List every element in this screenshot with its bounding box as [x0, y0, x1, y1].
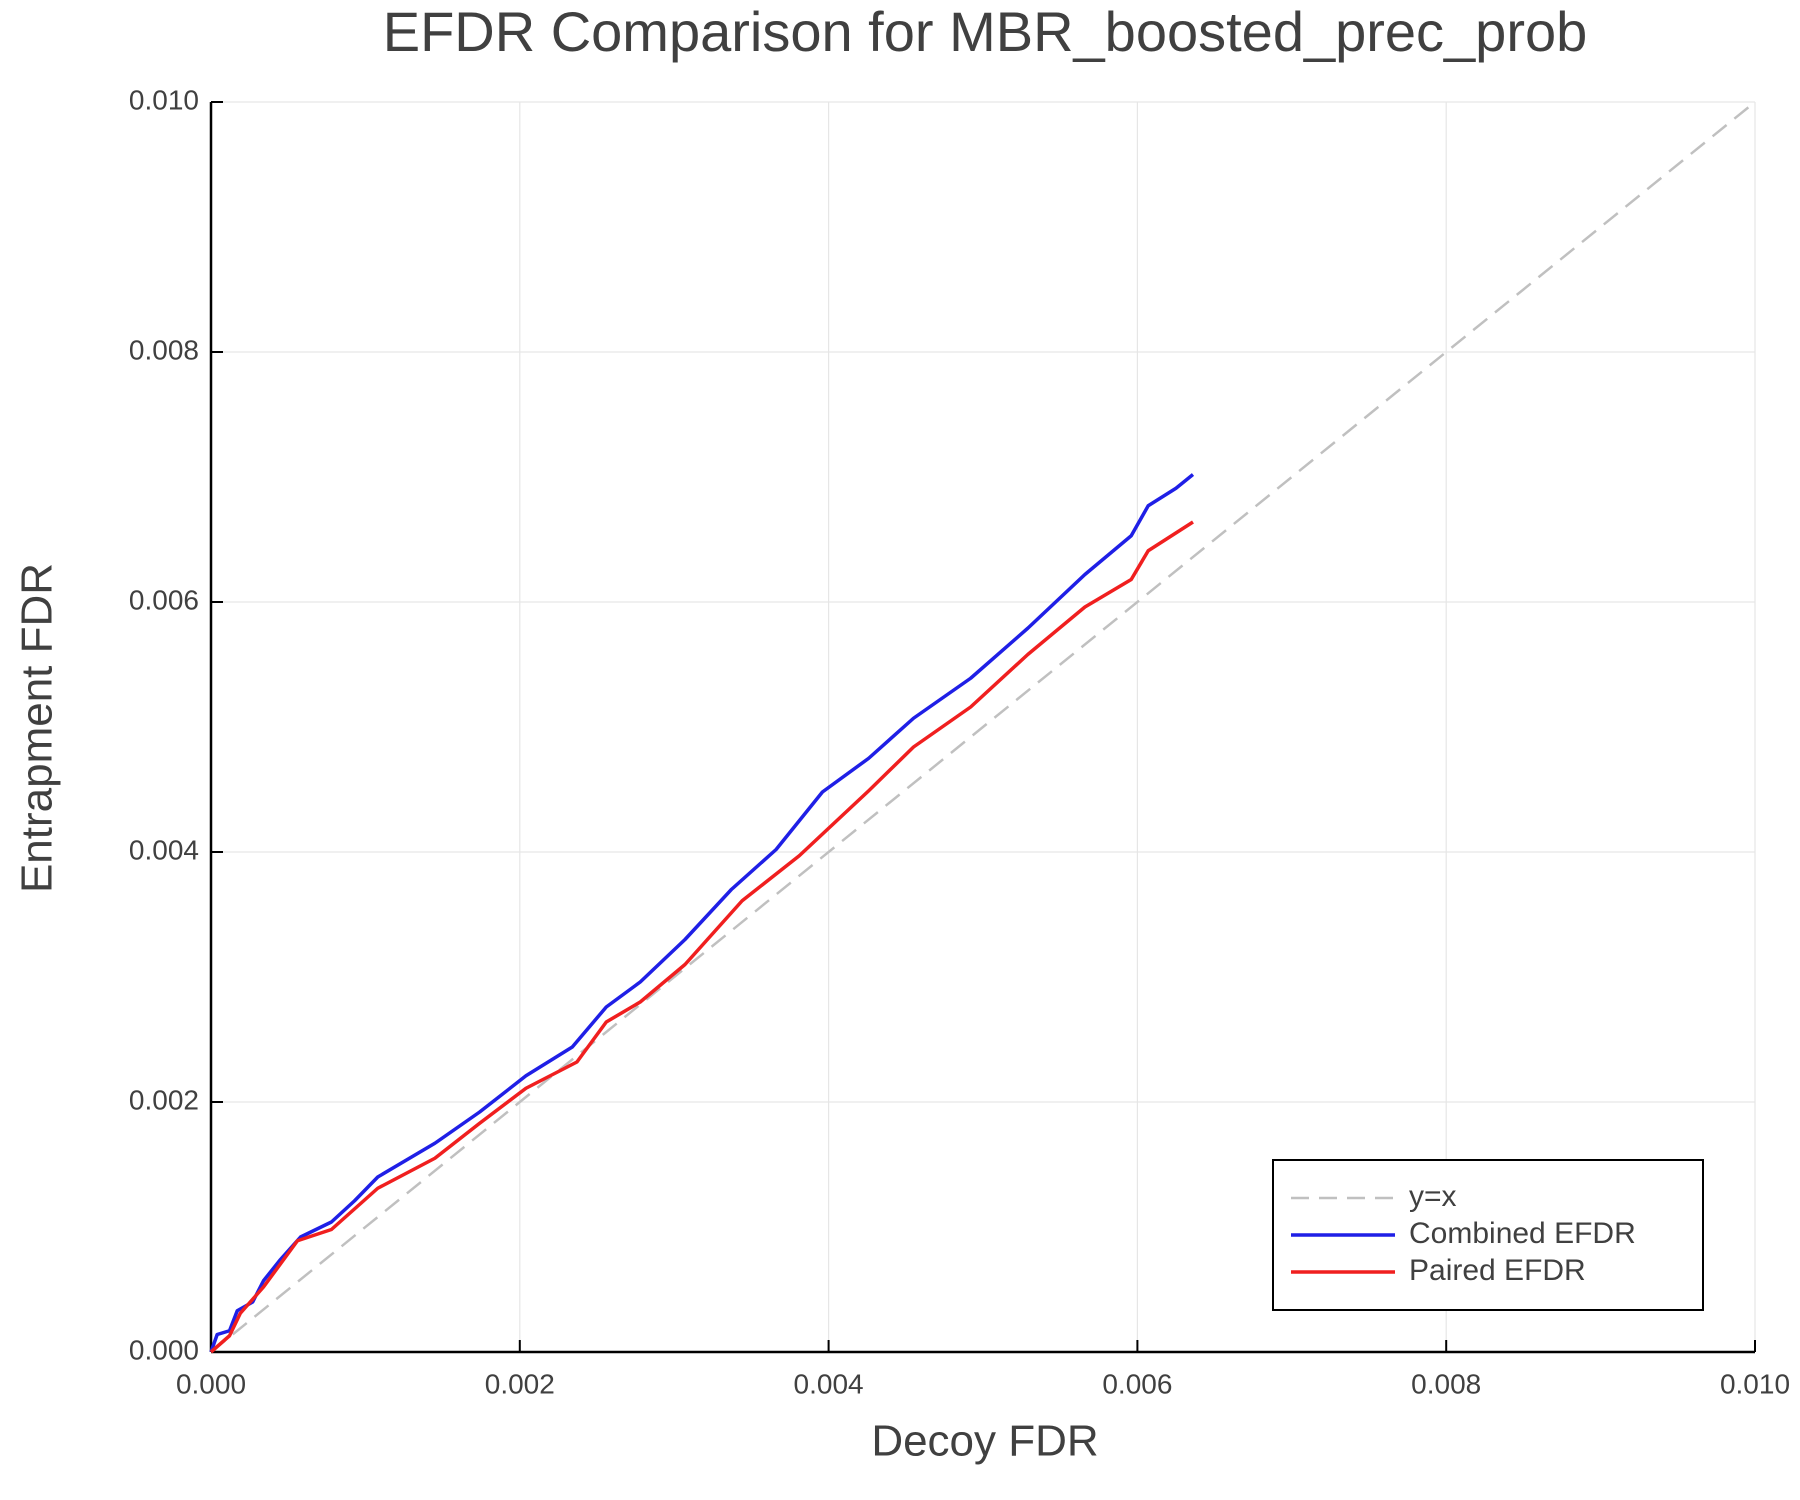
y-tick-label: 0.006: [129, 584, 199, 615]
y-tick-label: 0.002: [129, 1084, 199, 1115]
y-tick-label: 0.000: [129, 1334, 199, 1365]
line: [209, 520, 1194, 1354]
y-tick-label: 0.008: [129, 334, 199, 365]
y-axis-title: Entrapment FDR: [13, 563, 62, 893]
y-tick-label: 0.004: [129, 834, 199, 865]
x-tick-label: 0.000: [176, 1368, 246, 1399]
x-tick-label: 0.008: [1411, 1368, 1481, 1399]
x-tick-label: 0.002: [485, 1368, 555, 1399]
x-tick-label: 0.010: [1720, 1368, 1790, 1399]
legend-label: y=x: [1409, 1180, 1457, 1213]
line: [210, 101, 1756, 1353]
x-tick-label: 0.004: [794, 1368, 864, 1399]
x-axis-title: Decoy FDR: [871, 1417, 1098, 1466]
line: [209, 473, 1195, 1353]
legend-label: Combined EFDR: [1409, 1217, 1636, 1250]
y-tick-label: 0.010: [129, 84, 199, 115]
legend-label: Paired EFDR: [1409, 1254, 1586, 1287]
x-tick-label: 0.006: [1102, 1368, 1172, 1399]
chart-title: EFDR Comparison for MBR_boosted_prec_pro…: [383, 0, 1588, 63]
